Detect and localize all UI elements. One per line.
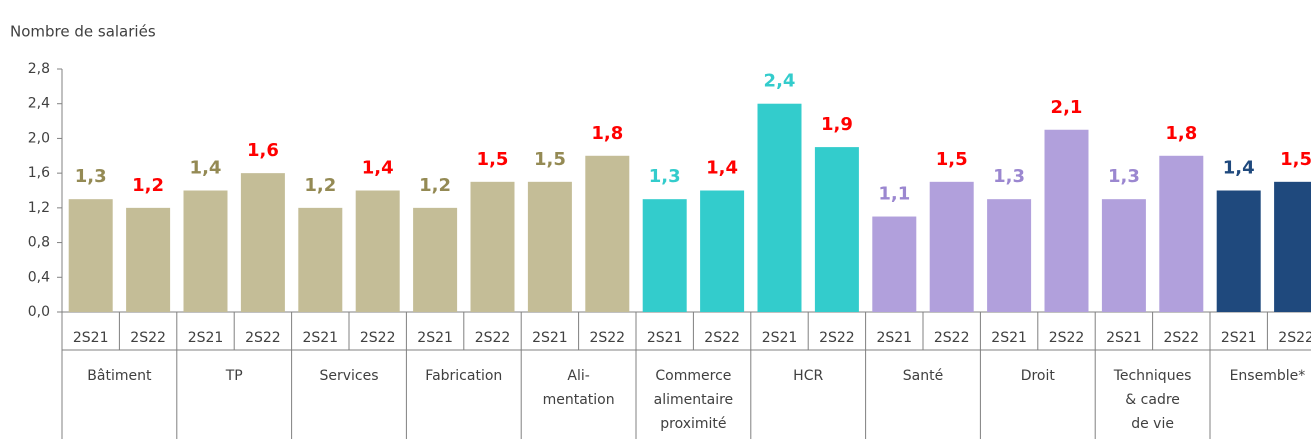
y-tick-label: 2,0	[28, 130, 50, 146]
group-label: Santé	[903, 368, 943, 384]
bar	[642, 199, 687, 312]
y-tick-label: 0,0	[28, 304, 50, 320]
bar	[814, 147, 859, 312]
x-tick-label: 2S22	[245, 330, 281, 346]
group-label: Commerce	[655, 368, 731, 384]
bar	[987, 199, 1032, 312]
bar	[757, 103, 802, 312]
bar	[68, 199, 113, 312]
x-tick-label: 2S21	[532, 330, 568, 346]
bar	[1101, 199, 1146, 312]
x-tick-label: 2S21	[417, 330, 453, 346]
value-label: 1,8	[1165, 123, 1197, 144]
value-label: 1,4	[362, 158, 394, 179]
x-tick-label: 2S22	[1278, 330, 1311, 346]
value-label: 1,9	[821, 114, 853, 135]
value-label: 2,4	[764, 71, 796, 92]
value-label: 2,1	[1051, 97, 1083, 118]
bar	[929, 181, 974, 312]
x-tick-label: 2S22	[360, 330, 396, 346]
group-label: Services	[319, 368, 378, 384]
group-label: Ensemble*	[1230, 368, 1306, 384]
bar	[298, 207, 343, 312]
value-label: 1,3	[993, 166, 1025, 187]
value-label: 1,4	[706, 158, 738, 179]
x-tick-label: 2S22	[1163, 330, 1199, 346]
bar	[470, 181, 515, 312]
x-tick-label: 2S22	[704, 330, 740, 346]
bar	[1274, 181, 1311, 312]
value-label: 1,8	[591, 123, 623, 144]
x-tick-label: 2S22	[475, 330, 511, 346]
bar	[1159, 155, 1204, 312]
value-label: 1,2	[304, 175, 336, 196]
bar	[1044, 129, 1089, 312]
bar	[1216, 190, 1261, 312]
x-tick-label: 2S21	[1106, 330, 1142, 346]
bar	[585, 155, 630, 312]
value-label: 1,6	[247, 140, 279, 161]
value-label: 1,4	[190, 158, 222, 179]
value-label: 1,3	[75, 166, 107, 187]
bar	[527, 181, 572, 312]
bar	[355, 190, 400, 312]
group-label: Fabrication	[425, 368, 502, 384]
group-label: mentation	[543, 392, 615, 408]
group-label: Droit	[1021, 368, 1056, 384]
x-tick-label: 2S21	[302, 330, 338, 346]
x-tick-label: 2S21	[876, 330, 912, 346]
value-label: 1,2	[419, 175, 451, 196]
bar	[240, 173, 285, 312]
group-label: alimentaire	[654, 392, 734, 408]
x-tick-label: 2S22	[819, 330, 855, 346]
group-label: Ali-	[567, 368, 589, 384]
bar	[183, 190, 228, 312]
value-label: 1,5	[1280, 149, 1311, 170]
y-tick-label: 1,2	[28, 200, 50, 216]
bar	[413, 207, 458, 312]
x-tick-label: 2S22	[1049, 330, 1085, 346]
group-label: de vie	[1131, 416, 1174, 432]
y-tick-label: 2,4	[28, 96, 50, 112]
value-label: 1,5	[477, 149, 509, 170]
y-tick-label: 0,8	[28, 235, 50, 251]
value-label: 1,5	[534, 149, 566, 170]
x-tick-label: 2S22	[589, 330, 625, 346]
x-tick-label: 2S21	[1221, 330, 1257, 346]
bar	[872, 216, 917, 312]
chart-title: Nombre de salariés	[10, 23, 156, 41]
x-tick-label: 2S21	[73, 330, 109, 346]
value-label: 1,1	[878, 184, 910, 205]
value-label: 1,3	[649, 166, 681, 187]
group-label: Techniques	[1113, 368, 1192, 384]
y-tick-label: 2,8	[28, 61, 50, 77]
group-label: TP	[225, 368, 243, 384]
bar	[126, 207, 171, 312]
group-label: Bâtiment	[87, 368, 152, 384]
group-label: proximité	[660, 416, 726, 432]
x-tick-label: 2S21	[188, 330, 224, 346]
value-label: 1,2	[132, 175, 164, 196]
value-label: 1,5	[936, 149, 968, 170]
x-tick-label: 2S21	[647, 330, 683, 346]
value-label: 1,4	[1223, 158, 1255, 179]
x-tick-label: 2S21	[991, 330, 1027, 346]
bar	[700, 190, 745, 312]
x-tick-label: 2S22	[130, 330, 166, 346]
x-tick-label: 2S22	[934, 330, 970, 346]
group-label: & cadre	[1125, 392, 1180, 408]
group-label: HCR	[793, 368, 823, 384]
y-tick-label: 0,4	[28, 269, 50, 285]
y-tick-label: 1,6	[28, 165, 50, 181]
x-tick-label: 2S21	[762, 330, 798, 346]
value-label: 1,3	[1108, 166, 1140, 187]
